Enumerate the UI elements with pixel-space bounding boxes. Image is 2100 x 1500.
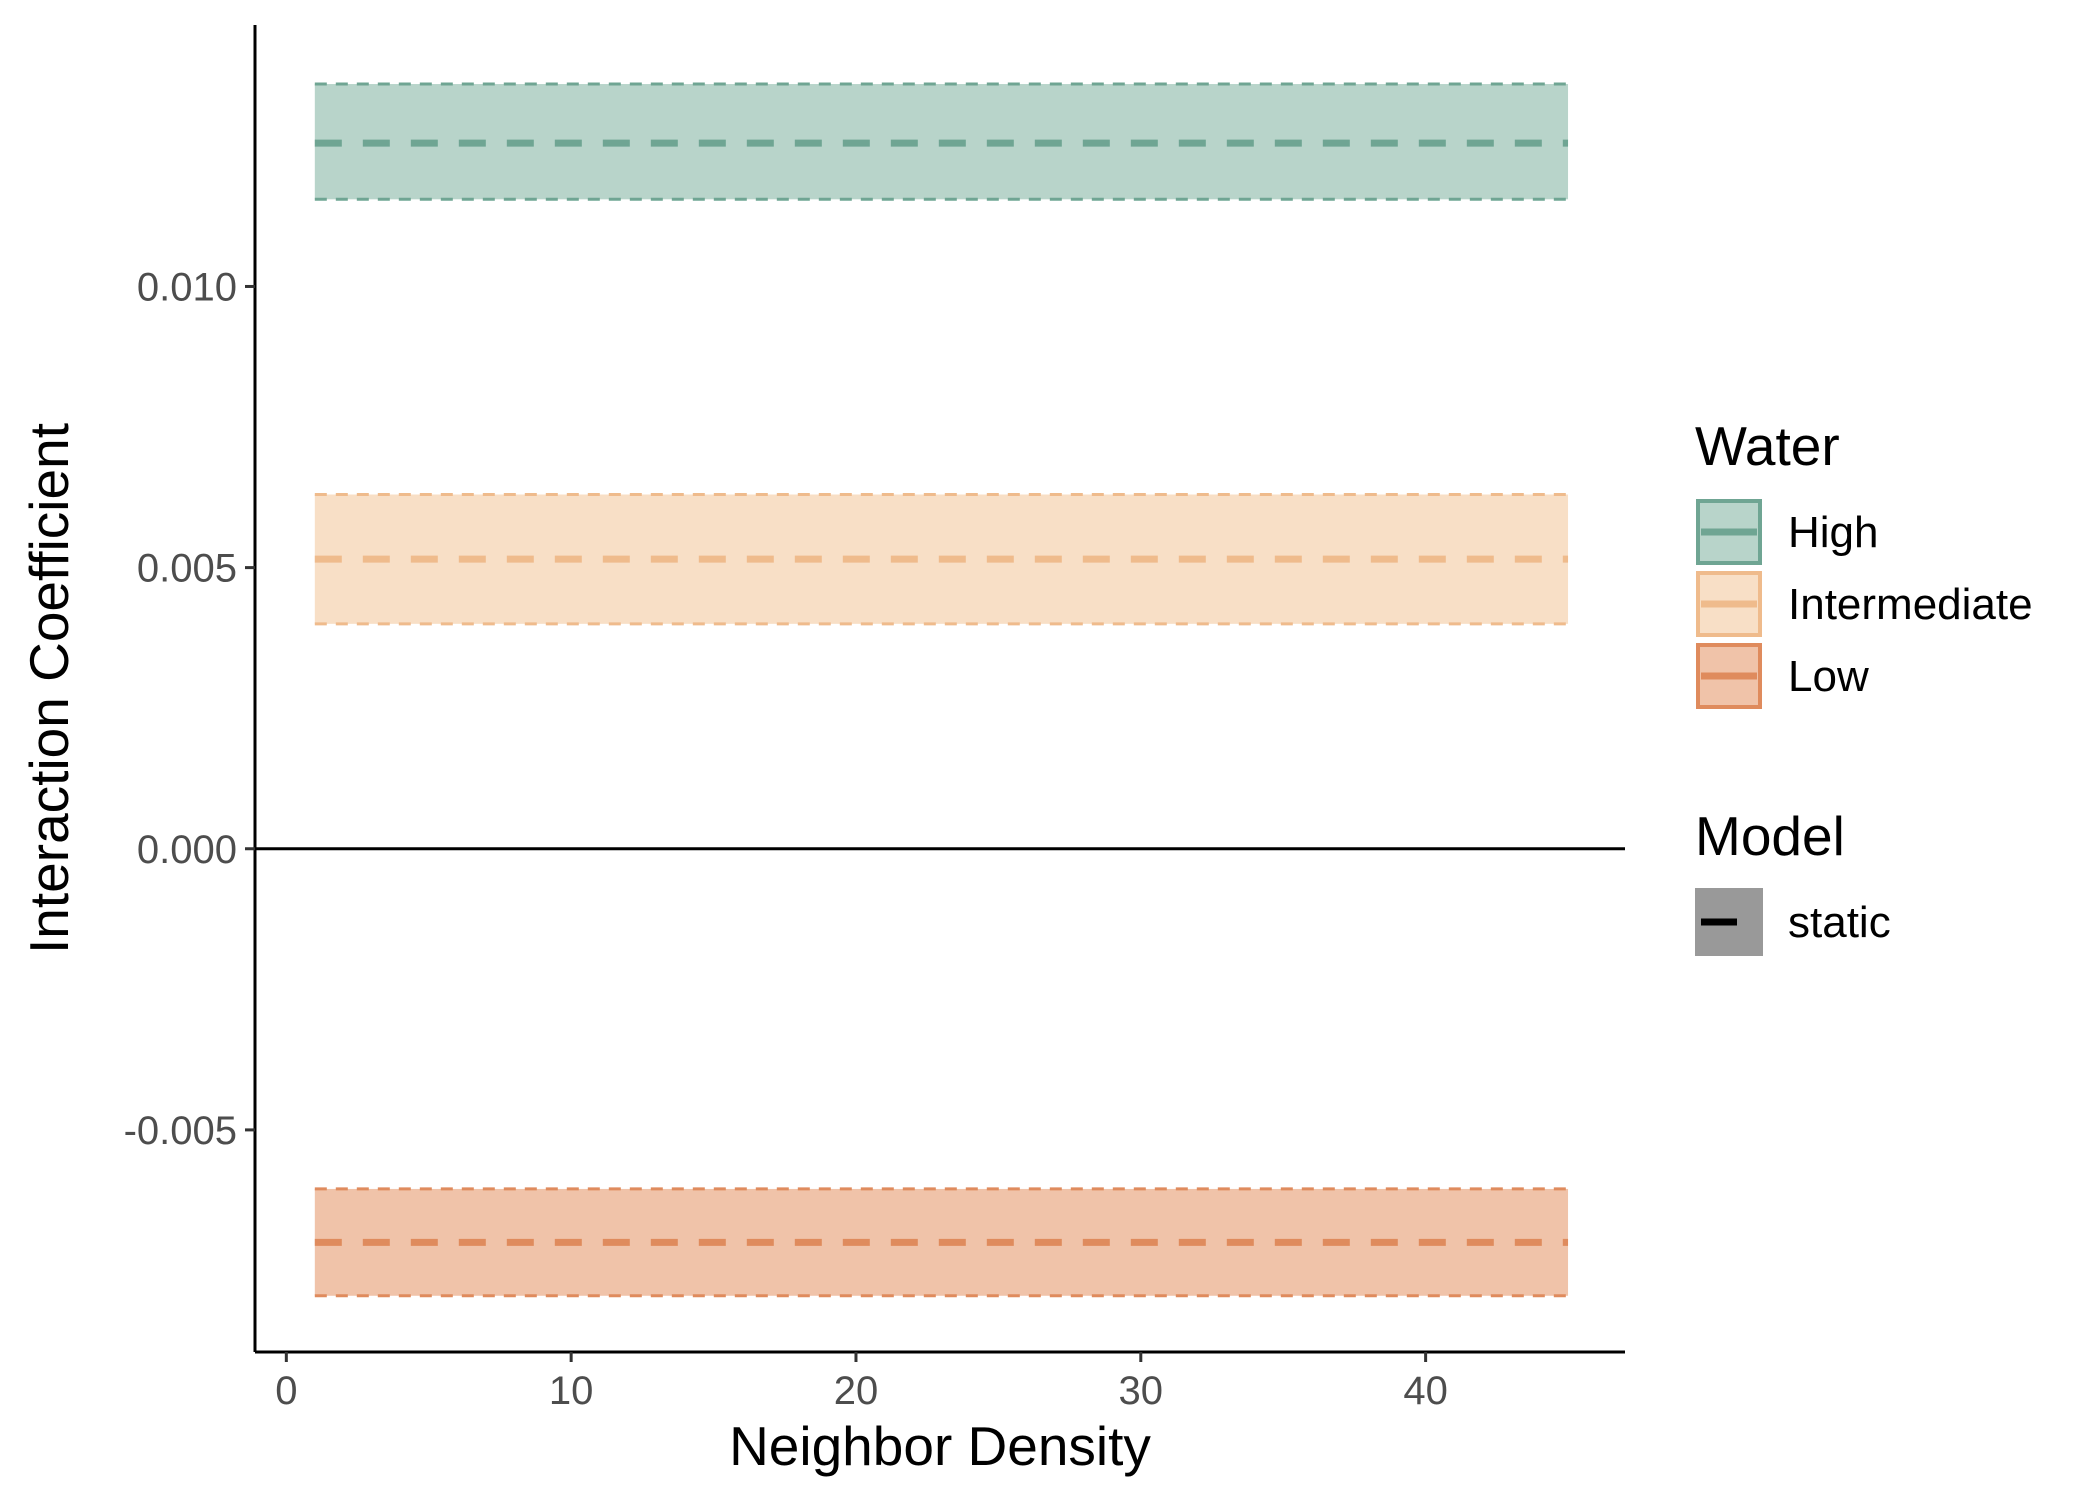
legend: Water High Intermediate Low Model static [1695, 415, 2033, 956]
legend-label-low: Low [1788, 652, 1869, 701]
legend-water-items: High Intermediate Low [1696, 499, 2033, 709]
x-tick-label: 0 [275, 1369, 297, 1413]
legend-model-items: static [1695, 888, 1891, 956]
legend-title-model: Model [1695, 805, 1845, 867]
x-tick-label: 10 [549, 1369, 594, 1413]
y-axis-ticks: -0.005 0.000 0.005 0.010 [124, 265, 255, 1153]
legend-label-intermediate: Intermediate [1788, 580, 2033, 629]
y-tick-label: 0.000 [137, 828, 237, 872]
y-tick-label: -0.005 [124, 1109, 237, 1153]
x-axis-ticks: 0 10 20 30 40 [275, 1352, 1448, 1413]
confidence-bands [314, 82, 1569, 1298]
x-axis-title: Neighbor Density [729, 1415, 1151, 1477]
legend-label-high: High [1788, 508, 1879, 557]
y-tick-label: 0.010 [137, 265, 237, 309]
x-tick-label: 30 [1119, 1369, 1164, 1413]
y-tick-label: 0.005 [137, 547, 237, 591]
legend-title-water: Water [1695, 415, 1840, 477]
x-tick-label: 20 [834, 1369, 879, 1413]
legend-label-static: static [1788, 898, 1891, 947]
y-axis-title: Interaction Coefficient [18, 423, 80, 954]
x-tick-label: 40 [1403, 1369, 1448, 1413]
